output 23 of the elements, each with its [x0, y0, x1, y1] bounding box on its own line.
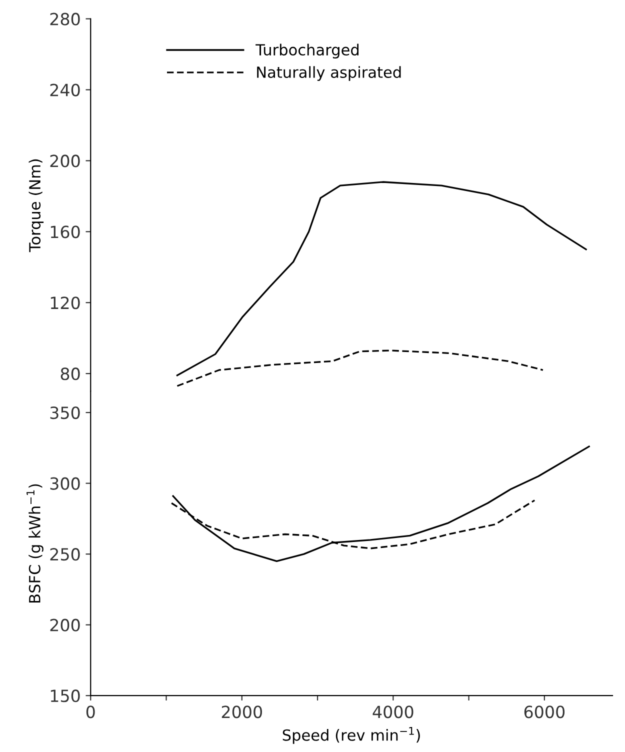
y-tick-label: 240 [50, 84, 80, 96]
line-series [176, 181, 587, 376]
y-tick-label: 350 [50, 406, 80, 420]
y-axis-title: Torque (Nm) [28, 159, 44, 252]
x-tick-label: 2000 [222, 706, 262, 718]
x-tick-label: 6000 [524, 706, 565, 718]
legend-label: Turbocharged [256, 44, 359, 59]
y-tick-label: 200 [50, 154, 80, 168]
y-tick-label: 280 [50, 12, 80, 26]
line-series [172, 446, 590, 562]
y-axis-title: BSFC (g kWh$^{−1}$) [26, 484, 44, 602]
x-tick-label: 0 [86, 706, 95, 718]
y-tick-label: 120 [50, 296, 80, 310]
y-tick-label: 200 [50, 618, 80, 632]
y-tick-label: 160 [50, 226, 80, 238]
x-tick-label: 4000 [372, 706, 414, 718]
y-tick-label: 300 [50, 477, 80, 490]
y-tick-label: 250 [50, 548, 80, 561]
line-series [176, 350, 544, 387]
y-tick-label: 80 [60, 368, 80, 380]
legend-label: Naturally aspirated [257, 66, 401, 81]
x-axis-title: Speed (rev min$^{−1}$) [282, 727, 420, 744]
y-tick-label: 150 [50, 690, 80, 702]
